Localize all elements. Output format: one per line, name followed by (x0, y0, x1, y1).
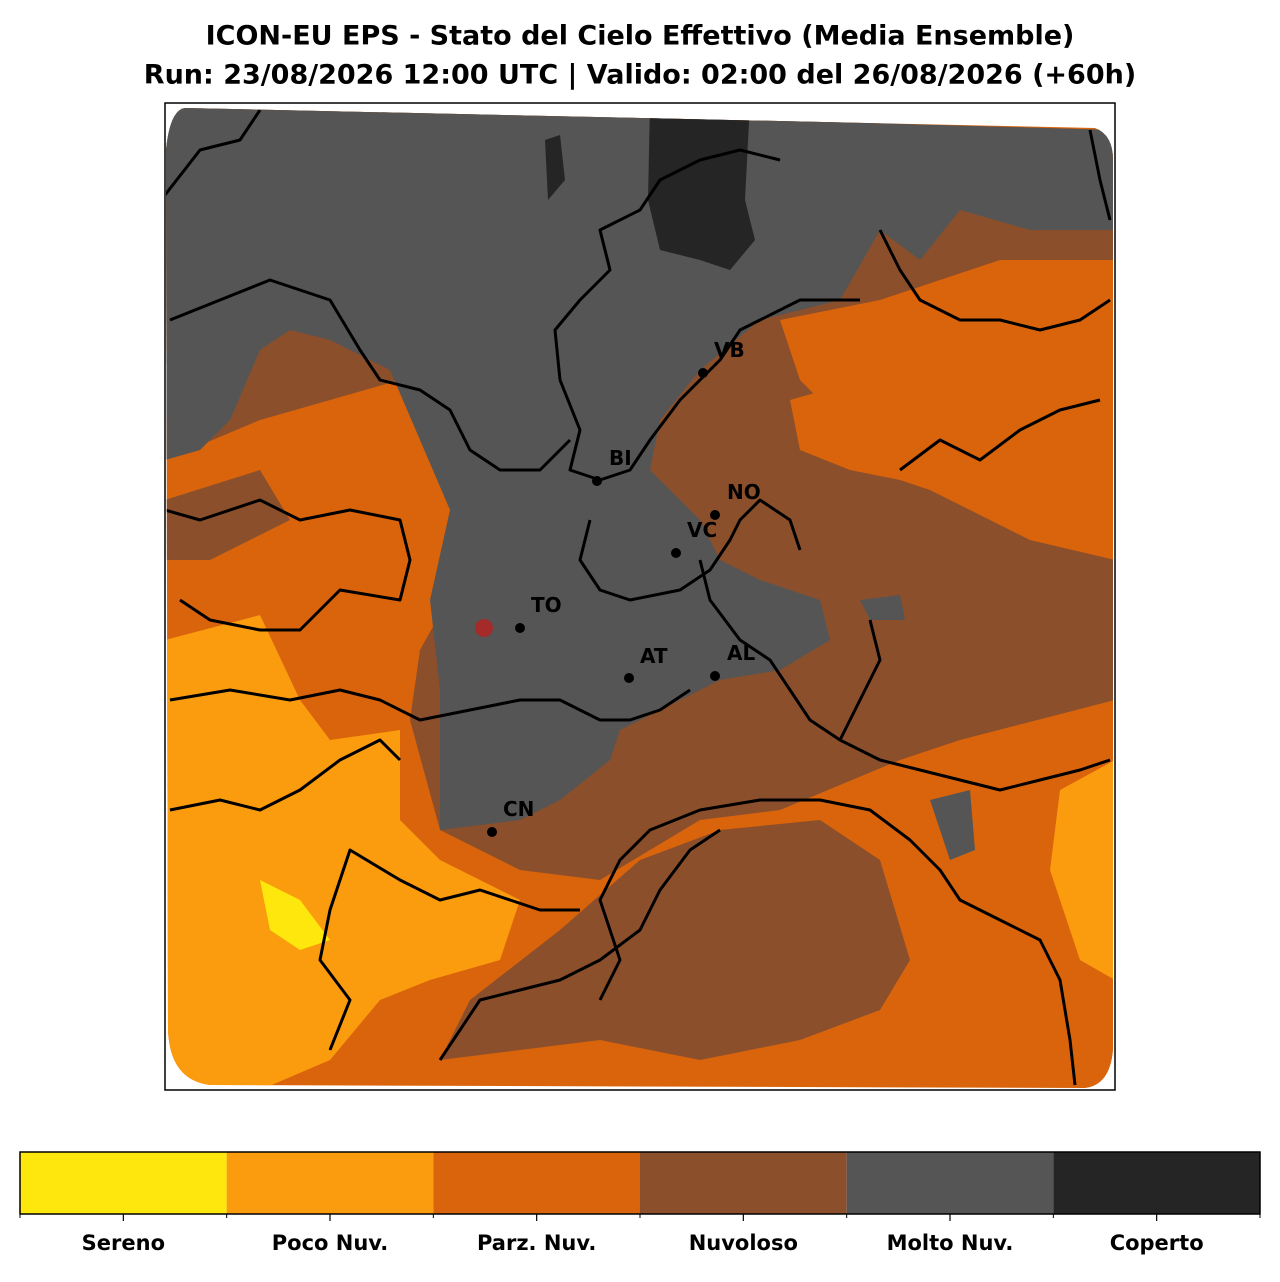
city-dot (698, 368, 708, 378)
city-label: CN (503, 797, 534, 821)
title: ICON-EU EPS - Stato del Cielo Effettivo … (206, 21, 1075, 52)
city-dot (710, 671, 720, 681)
city-label: AT (640, 644, 668, 668)
city-dot (592, 476, 602, 486)
colorbar-segment (1053, 1152, 1260, 1214)
colorbar-segment (433, 1152, 640, 1214)
colorbar-label: Poco Nuv. (272, 1231, 388, 1255)
map-field (166, 108, 1113, 1088)
colorbar-label: Parz. Nuv. (477, 1231, 596, 1255)
subtitle: Run: 23/08/2026 12:00 UTC | Valido: 02:0… (144, 60, 1136, 91)
city-label: VB (714, 338, 745, 362)
city-label: VC (687, 518, 717, 542)
city-label: AL (727, 641, 755, 665)
city-label: NO (727, 480, 761, 504)
city-dot (487, 827, 497, 837)
city-dot (624, 673, 634, 683)
colorbar-label: Molto Nuv. (887, 1231, 1014, 1255)
city-label: TO (531, 593, 562, 617)
colorbar-label: Nuvoloso (689, 1231, 798, 1255)
colorbar-segment (846, 1152, 1054, 1214)
colorbar-segment (226, 1152, 434, 1214)
colorbar-frame (19, 1151, 1261, 1215)
city-dot (710, 510, 720, 520)
city-dot (515, 623, 525, 633)
colorbar-label: Sereno (82, 1231, 165, 1255)
city-dot (671, 548, 681, 558)
cities: VB BI NO VC TO AT AL CN (487, 338, 761, 837)
city-label: BI (609, 446, 632, 470)
location-marker (475, 619, 493, 637)
colorbar-segment (20, 1152, 227, 1214)
colorbar: Sereno Poco Nuv. Parz. Nuv. Nuvoloso Molto N… (19, 1151, 1261, 1255)
map-frame (164, 102, 1116, 1091)
colorbar-label: Coperto (1110, 1231, 1204, 1255)
colorbar-segment (640, 1152, 847, 1214)
